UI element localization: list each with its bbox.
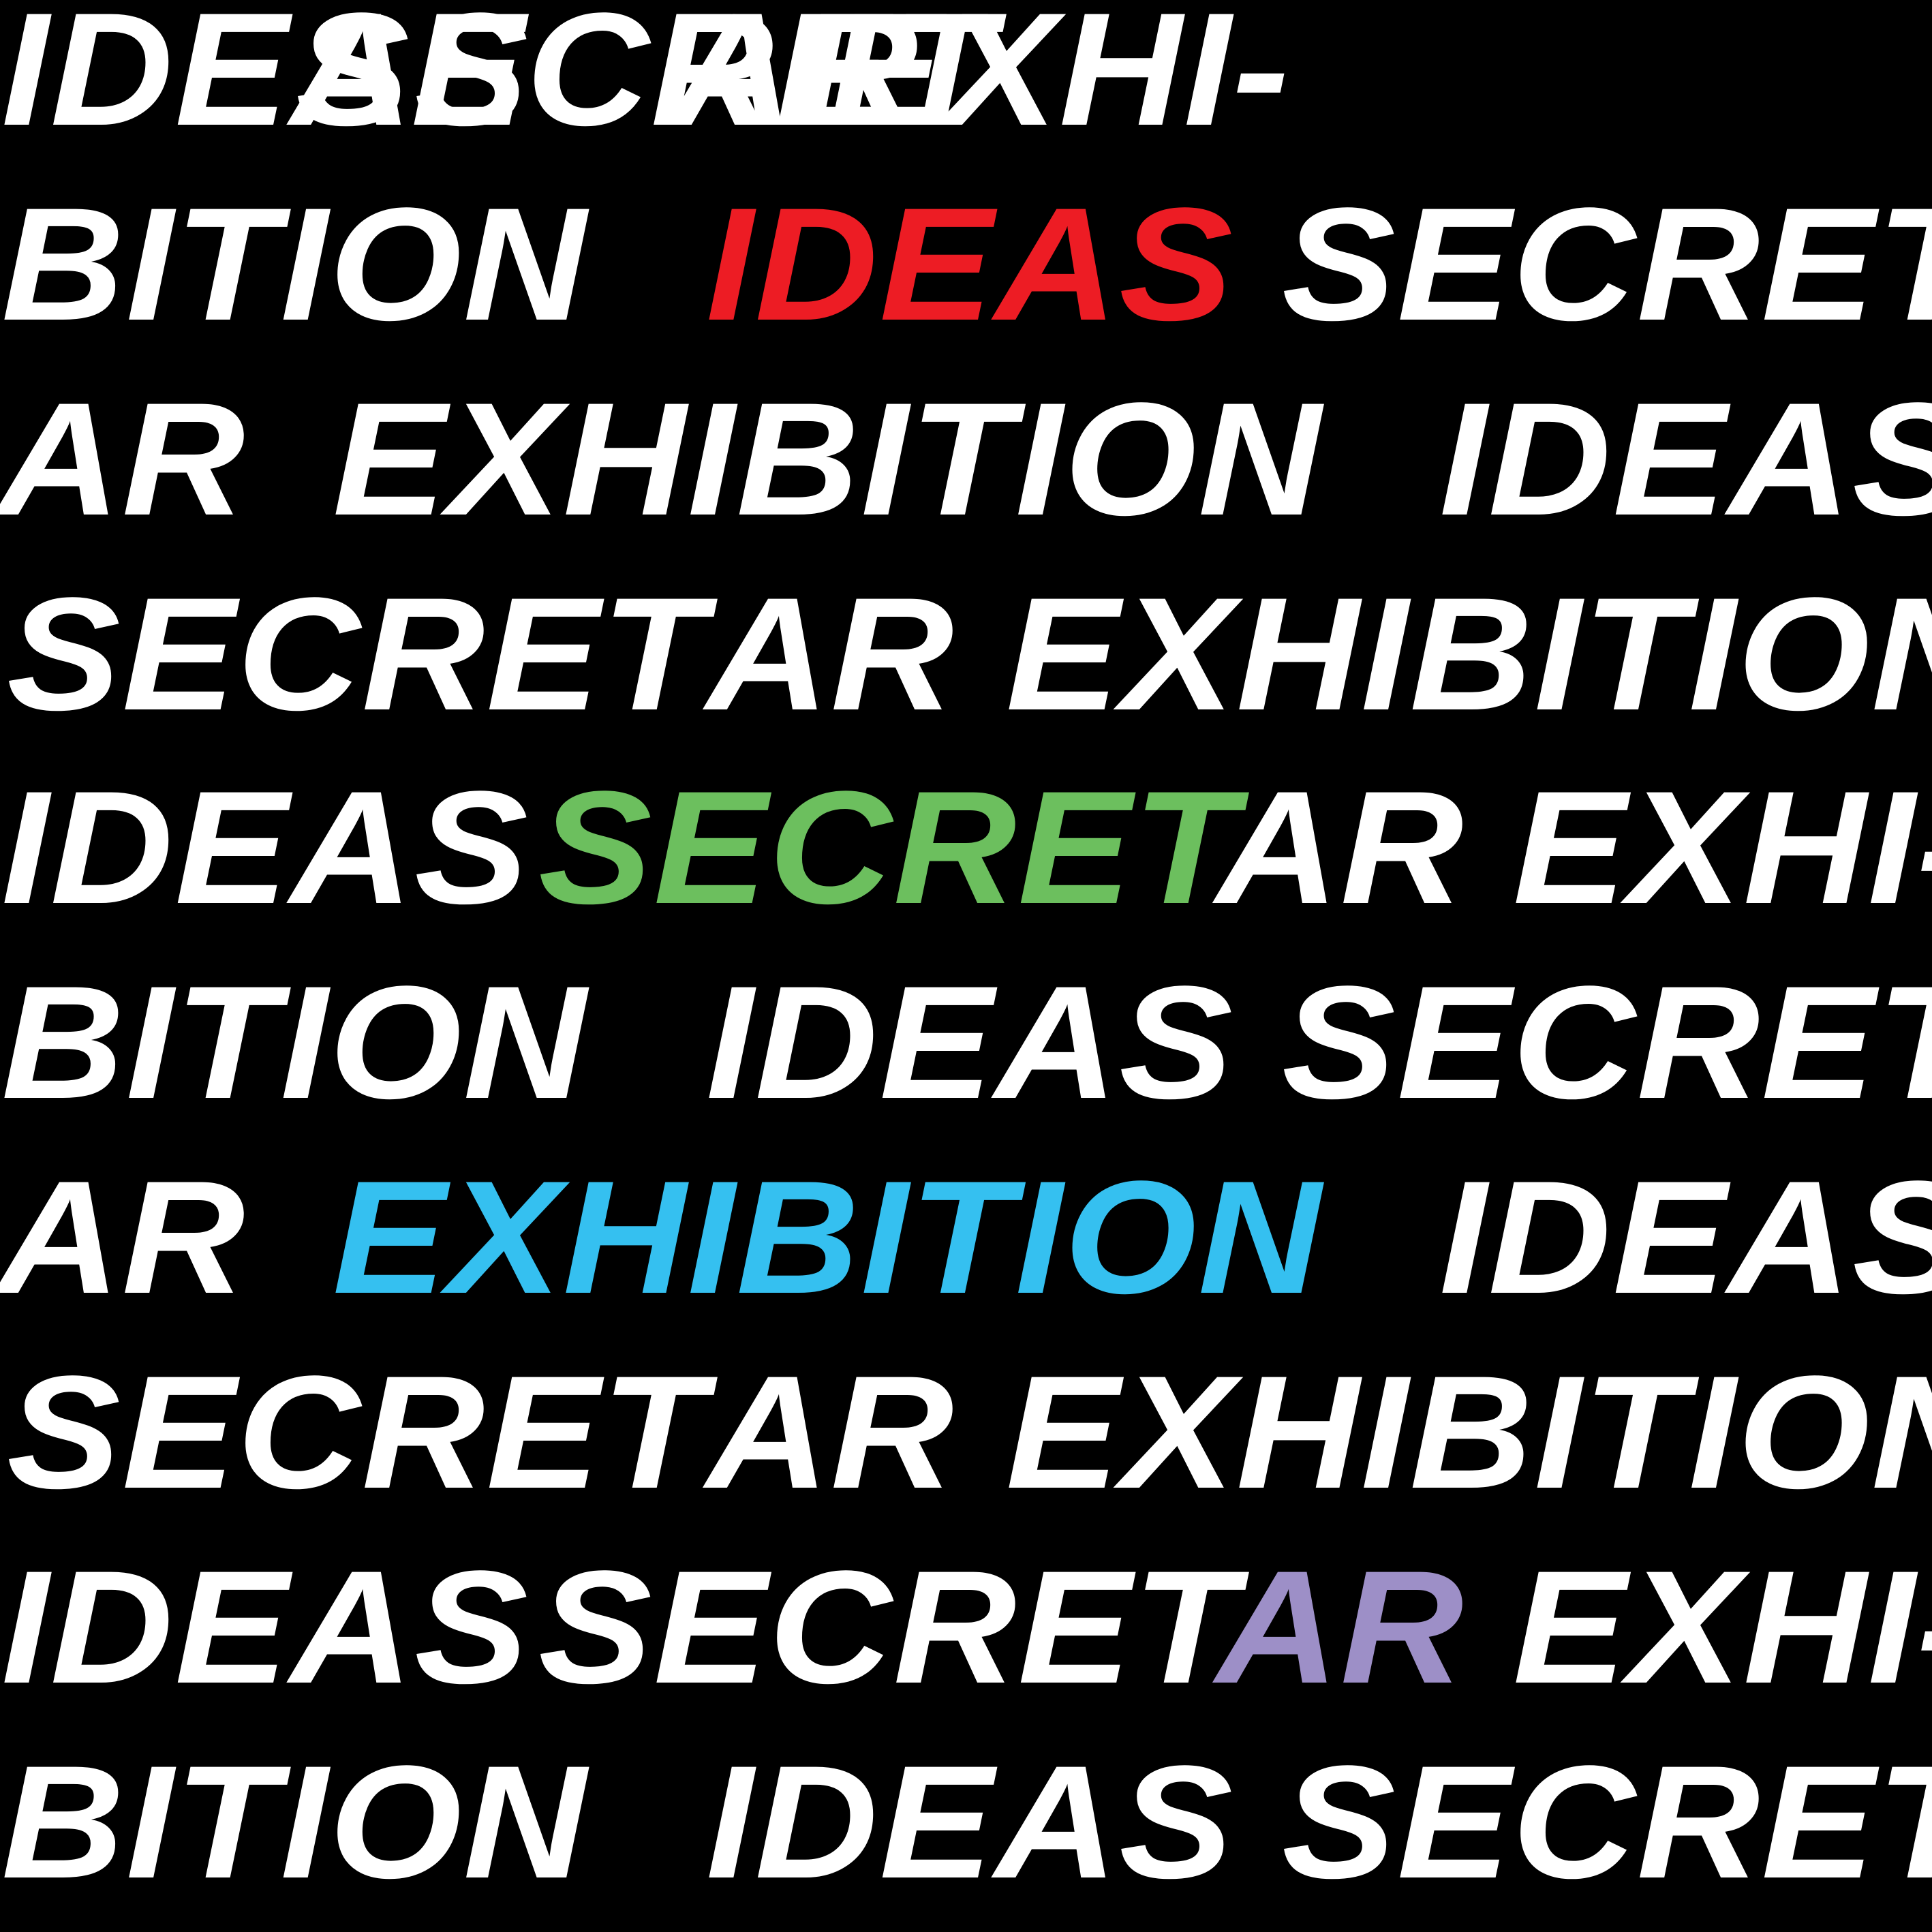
text-line: BITION IDEAS SECRET — [0, 953, 1932, 1133]
word: IDEAS — [1, 0, 530, 159]
word: AR — [706, 564, 955, 744]
text-line: SECRET AR EXHIBITION — [0, 564, 1932, 744]
word: AR — [706, 1343, 955, 1522]
word: EXHI- — [1513, 758, 1932, 938]
word: AR — [671, 0, 920, 159]
word: AR — [0, 369, 247, 549]
highlight-word-exhibition: EXHIBITION — [333, 1148, 1323, 1328]
word: IDEAS — [706, 953, 1235, 1133]
word: SECRET — [1282, 953, 1932, 1133]
word: SECRET — [7, 564, 707, 744]
word: IDEAS — [1, 758, 530, 938]
text-line: IDEAS SECRET AR EXHI- — [0, 758, 1932, 938]
text-line: BITION IDEAS SECRET — [0, 1732, 1932, 1912]
text-line: SECRET AR EXHIBITION — [0, 1343, 1932, 1522]
word: IDEAS — [1439, 369, 1932, 549]
word: AR — [1216, 758, 1465, 938]
word: SECRET — [538, 1537, 1239, 1717]
word: BITION — [1, 1732, 588, 1912]
text-line: IDEAS SECRET AR EXHI- — [0, 1537, 1932, 1717]
word: EXHIBITION — [1006, 564, 1932, 744]
word: AR — [0, 1148, 247, 1328]
word: IDEAS — [1, 1537, 530, 1717]
highlight-word-ar: AR — [1216, 1537, 1465, 1717]
text-line: BITION IDEAS SECRET — [0, 174, 1932, 354]
highlight-word-ideas: IDEAS — [706, 174, 1235, 354]
word: EXHIBITION — [333, 369, 1323, 549]
text-line: IDEAS SECRET AR EXHI- — [0, 0, 1932, 159]
text-line: AR EXHIBITION IDEAS — [0, 369, 1932, 549]
word: IDEAS — [706, 1732, 1235, 1912]
word: BITION — [1, 953, 588, 1133]
highlight-word-secret: SECRET — [538, 758, 1239, 938]
text-line: AR EXHIBITION IDEAS — [0, 1148, 1932, 1328]
word: IDEAS — [1439, 1148, 1932, 1328]
word: SECRET — [7, 1343, 707, 1522]
word: SECRET — [296, 0, 996, 159]
word: EXHI- — [829, 0, 1291, 159]
word: EXHI- — [1513, 1537, 1932, 1717]
word: SECRET — [1282, 174, 1932, 354]
word: SECRET — [1282, 1732, 1932, 1912]
word: EXHIBITION — [1006, 1343, 1932, 1522]
word: BITION — [1, 174, 588, 354]
